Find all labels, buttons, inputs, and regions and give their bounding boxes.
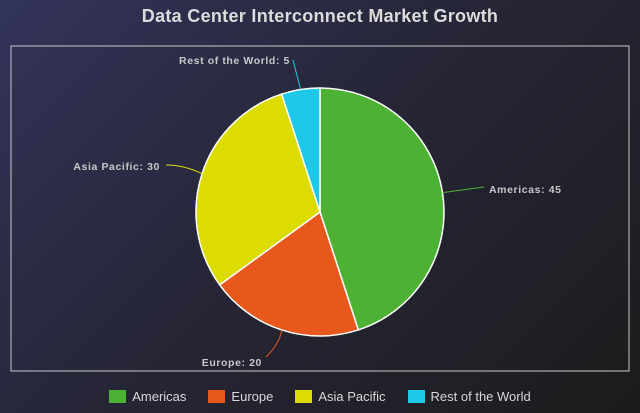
legend-item-europe[interactable]: Europe (208, 389, 273, 404)
pie-slice-asia-pacific (195, 93, 321, 286)
legend-item-asia-pacific[interactable]: Asia Pacific (295, 389, 386, 404)
legend-label: Rest of the World (430, 389, 531, 404)
chart-legend: Americas Europe Asia Pacific Rest of the Wo… (0, 389, 640, 404)
data-label-rest-of-the-world: Rest of the World: 5 (179, 55, 290, 67)
pie-slice-rest-of-the-world (280, 87, 321, 213)
pie-slice-europe (218, 210, 360, 337)
legend-swatch (407, 390, 425, 403)
pie-chart: Americas: 45 Europe: 20 Asia Pacific: 30 Re… (10, 45, 630, 372)
legend-swatch (295, 390, 313, 403)
leader-line-asia-pacific (165, 164, 203, 175)
leader-line-europe (265, 329, 283, 358)
plot-area-border (10, 45, 630, 372)
legend-item-rest-of-the-world[interactable]: Rest of the World (407, 389, 531, 404)
legend-swatch (109, 390, 127, 403)
legend-swatch (208, 390, 226, 403)
pie-slice-americas (319, 87, 445, 331)
data-label-europe: Europe: 20 (202, 357, 262, 369)
leader-line-rest-of-the-world (292, 59, 302, 90)
data-label-asia-pacific: Asia Pacific: 30 (73, 161, 160, 173)
leader-line-americas (442, 186, 485, 194)
legend-label: Asia Pacific (318, 389, 386, 404)
legend-item-americas[interactable]: Americas (109, 389, 186, 404)
legend-label: Europe (231, 389, 274, 404)
chart-title: Data Center Interconnect Market Growth (141, 6, 499, 26)
legend-label: Americas (132, 389, 187, 404)
data-label-americas: Americas: 45 (489, 184, 562, 196)
